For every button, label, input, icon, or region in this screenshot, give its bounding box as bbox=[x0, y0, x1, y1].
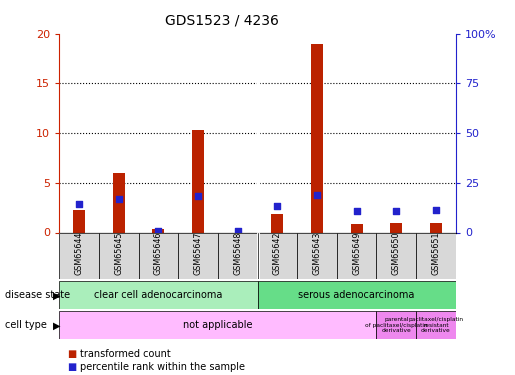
Text: disease state: disease state bbox=[5, 290, 70, 300]
Bar bbox=[178, 232, 218, 279]
Text: GDS1523 / 4236: GDS1523 / 4236 bbox=[164, 13, 279, 27]
Text: GSM65651: GSM65651 bbox=[432, 232, 440, 275]
Text: GSM65642: GSM65642 bbox=[273, 232, 282, 275]
Point bbox=[114, 196, 123, 202]
Bar bbox=[258, 281, 456, 309]
Point bbox=[313, 192, 321, 198]
Point bbox=[273, 203, 281, 209]
Bar bbox=[297, 232, 337, 279]
Bar bbox=[337, 232, 376, 279]
Text: GSM65644: GSM65644 bbox=[75, 232, 83, 275]
Bar bbox=[311, 44, 323, 232]
Bar bbox=[113, 173, 125, 232]
Bar bbox=[416, 232, 456, 279]
Text: ■: ■ bbox=[67, 350, 76, 359]
Bar bbox=[376, 232, 416, 279]
Bar bbox=[351, 224, 363, 232]
Text: percentile rank within the sample: percentile rank within the sample bbox=[80, 362, 245, 372]
Point bbox=[233, 228, 242, 234]
Bar bbox=[416, 311, 456, 339]
Bar bbox=[73, 210, 85, 232]
Text: ▶: ▶ bbox=[53, 320, 61, 330]
Text: parental
of paclitaxel/cisplatin
derivative: parental of paclitaxel/cisplatin derivat… bbox=[365, 317, 427, 333]
Text: GSM65646: GSM65646 bbox=[154, 232, 163, 275]
Text: GSM65647: GSM65647 bbox=[194, 232, 202, 275]
Bar bbox=[152, 228, 164, 232]
Point bbox=[392, 208, 401, 214]
Text: GSM65645: GSM65645 bbox=[114, 232, 123, 275]
Text: clear cell adenocarcinoma: clear cell adenocarcinoma bbox=[94, 290, 222, 300]
Bar bbox=[192, 130, 204, 232]
Text: serous adenocarcinoma: serous adenocarcinoma bbox=[299, 290, 415, 300]
Bar bbox=[376, 311, 416, 339]
Point bbox=[154, 228, 162, 234]
Point bbox=[432, 207, 440, 213]
Bar bbox=[271, 214, 283, 232]
Bar bbox=[390, 223, 402, 232]
Point bbox=[194, 193, 202, 199]
Text: ▶: ▶ bbox=[53, 290, 61, 300]
Text: transformed count: transformed count bbox=[80, 350, 170, 359]
Bar bbox=[218, 232, 258, 279]
Text: GSM65648: GSM65648 bbox=[233, 232, 242, 275]
Text: ■: ■ bbox=[67, 362, 76, 372]
Text: paclitaxel/cisplatin
resistant
derivative: paclitaxel/cisplatin resistant derivativ… bbox=[408, 317, 464, 333]
Text: not applicable: not applicable bbox=[183, 320, 252, 330]
Bar bbox=[59, 311, 376, 339]
Text: GSM65650: GSM65650 bbox=[392, 232, 401, 275]
Bar bbox=[99, 232, 139, 279]
Text: cell type: cell type bbox=[5, 320, 47, 330]
Point bbox=[75, 201, 83, 207]
Bar bbox=[59, 232, 99, 279]
Bar bbox=[139, 232, 178, 279]
Text: GSM65643: GSM65643 bbox=[313, 232, 321, 275]
Bar bbox=[430, 223, 442, 232]
Bar bbox=[258, 232, 297, 279]
Bar bbox=[59, 281, 258, 309]
Point bbox=[352, 208, 360, 214]
Text: GSM65649: GSM65649 bbox=[352, 232, 361, 275]
